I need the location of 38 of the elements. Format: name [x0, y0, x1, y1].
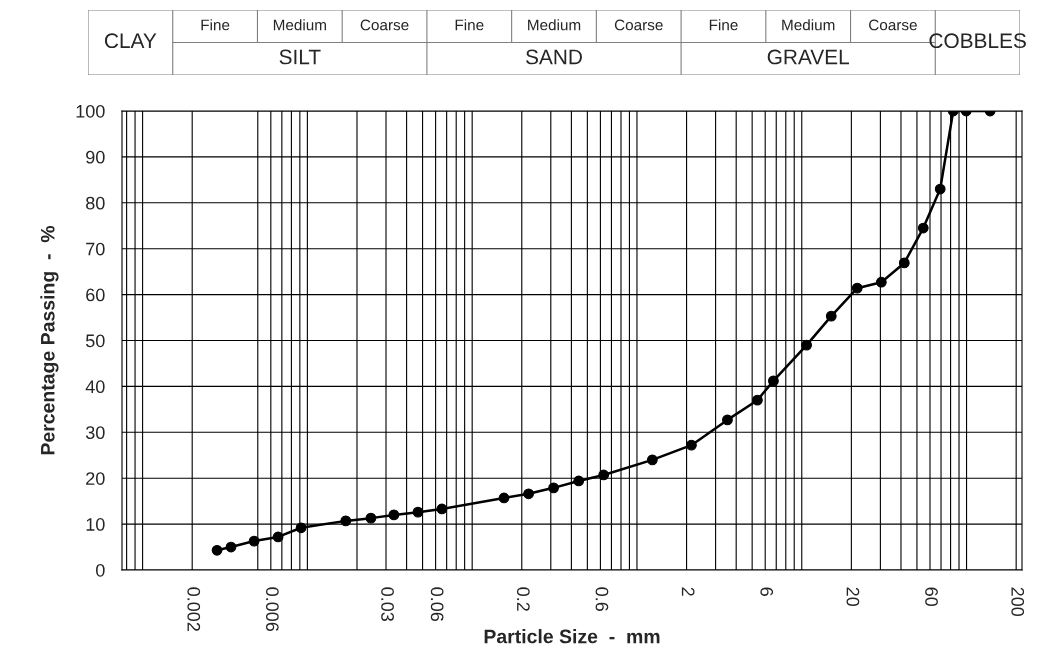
- text: Fine: [709, 19, 738, 31]
- text: Medium: [273, 19, 326, 31]
- y-tick-label: 40: [85, 380, 105, 394]
- x-tick-label: 60: [925, 587, 938, 607]
- y-tick-label: 0: [96, 563, 105, 577]
- x-tick-label: 20: [846, 587, 860, 607]
- text: GRAVEL: [767, 49, 849, 65]
- x-tick-label: 0.002: [187, 587, 201, 631]
- y-tick-label: 30: [85, 426, 105, 440]
- y-tick-label: 60: [86, 288, 105, 302]
- text: Medium: [528, 19, 581, 31]
- text: SILT: [279, 49, 321, 65]
- x-tick-label: 0.6: [595, 587, 609, 611]
- x-axis-title: Particle Size - mm: [484, 629, 660, 644]
- text: Medium: [782, 19, 835, 31]
- y-tick-label: 90: [86, 150, 105, 164]
- x-tick-label: 0.06: [430, 587, 444, 622]
- x-tick-label: 200: [1011, 587, 1025, 617]
- text: CLAY: [104, 33, 157, 49]
- text: Fine: [455, 19, 484, 31]
- x-tick-label: 6: [760, 587, 774, 596]
- text: Coarse: [614, 19, 663, 31]
- text: Fine: [201, 19, 230, 31]
- y-tick-label: 100: [76, 104, 105, 118]
- text: COBBLES: [929, 33, 1026, 49]
- text: SAND: [526, 49, 582, 65]
- text: Coarse: [869, 19, 917, 31]
- y-tick-label: 50: [85, 334, 105, 348]
- x-tick-label: 0.2: [516, 587, 530, 611]
- x-tick-label: 0.006: [265, 587, 279, 632]
- y-tick-label: 70: [86, 242, 105, 256]
- x-tick-label: 2: [681, 587, 695, 596]
- y-axis-title: Percentage Passing - %: [40, 225, 59, 455]
- text: Coarse: [360, 19, 409, 31]
- y-tick-label: 80: [86, 196, 105, 210]
- x-tick-label: 0.03: [381, 587, 394, 622]
- y-tick-label: 10: [86, 518, 105, 531]
- y-tick-label: 20: [86, 472, 105, 485]
